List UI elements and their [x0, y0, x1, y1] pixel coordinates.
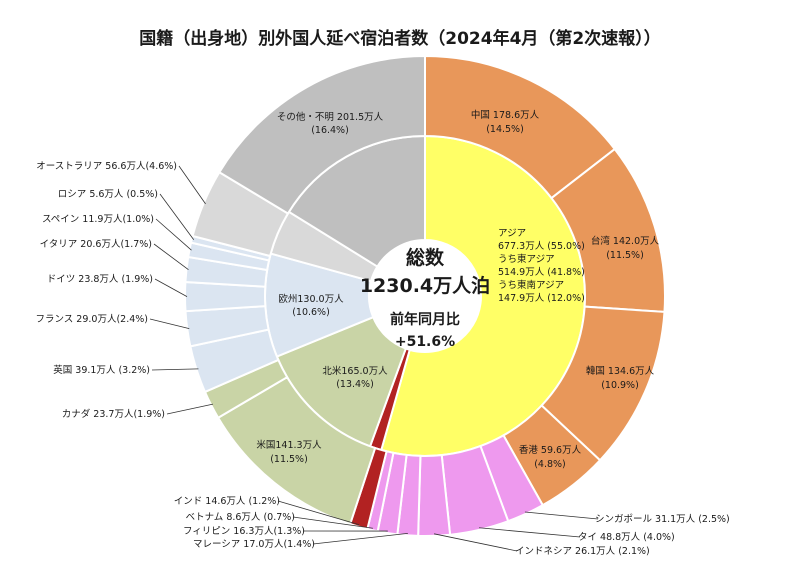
inner-label-asia-5: 147.9万人 (12.0%) — [498, 293, 585, 304]
inner-label-other-1: (16.4%) — [311, 125, 349, 136]
leader-canada — [166, 403, 214, 415]
rings-group — [184, 54, 666, 537]
leader-australia — [178, 165, 206, 205]
inner-label-namerica-1: (13.4%) — [336, 379, 374, 390]
center-yoy-value: +51.6% — [395, 334, 455, 350]
outer-label-china: 中国 178.6万人 — [471, 109, 540, 121]
outer-label-korea: 韓国 134.6万人 — [586, 366, 655, 377]
inner-label-asia-1: 677.3万人 (55.0%) — [498, 241, 585, 252]
leader-germany — [154, 278, 188, 297]
center-total-value: 1230.4万人泊 — [360, 275, 490, 297]
leader-vietnam — [292, 516, 373, 529]
outer-label-taiwan: 台湾 142.0万人 — [591, 235, 660, 247]
leader-india — [277, 500, 360, 526]
leader-lines — [149, 165, 599, 552]
inner-label-asia-3: 514.9万人 (41.8%) — [498, 267, 585, 278]
outer-label-uk: 英国 39.1万人 (3.2%) — [53, 364, 150, 376]
leader-france — [149, 318, 190, 329]
center-hole — [369, 240, 481, 352]
outer-label-malaysia: マレーシア 17.0万人(1.4%) — [193, 539, 315, 550]
leader-singapore — [524, 511, 599, 520]
outer-label-australia: オーストラリア 56.6万人(4.6%) — [36, 161, 177, 172]
outer-label-indonesia: インドネシア 26.1万人 (2.1%) — [515, 546, 650, 557]
inner-label-other-0: その他・不明 201.5万人 — [277, 111, 384, 123]
outer-label-usa: 米国141.3万人 — [256, 439, 322, 451]
inner-label-europe-1: (10.6%) — [292, 307, 330, 318]
outer-label-spain: スペイン 11.9万人(1.0%) — [42, 214, 154, 225]
leader-thailand — [479, 527, 581, 538]
outer-label-russia: ロシア 5.6万人 (0.5%) — [58, 189, 158, 200]
leader-malaysia — [312, 532, 408, 545]
leader-russia — [159, 193, 195, 241]
outer-label-india: インド 14.6万人 (1.2%) — [174, 496, 280, 507]
inner-label-asia-4: うち東南アジア — [498, 279, 564, 291]
outer-label-canada: カナダ 23.7万人(1.9%) — [62, 408, 165, 420]
outer-label2-taiwan: (11.5%) — [606, 250, 644, 261]
center-yoy-label: 前年同月比 — [390, 311, 460, 328]
center-total-label: 総数 — [406, 246, 445, 269]
chart-title: 国籍（出身地）別外国人延べ宿泊者数（2024年4月（第2次速報）） — [139, 28, 660, 49]
outer-label-singapore: シンガポール 31.1万人 (2.5%) — [595, 514, 730, 525]
leader-italy — [153, 243, 189, 271]
outer-label-philippines: フィリピン 16.3万人(1.3%) — [183, 526, 305, 537]
inner-label-asia-0: アジア — [498, 228, 526, 239]
outer-label-thailand: タイ 48.8万人 (4.0%) — [578, 532, 675, 543]
outer-label-hongkong: 香港 59.6万人 — [519, 444, 582, 456]
leader-spain — [155, 218, 192, 251]
outer-label-france: フランス 29.0万人(2.4%) — [35, 314, 148, 325]
labels-group: アジア 677.3万人 (55.0%)うち東アジア 514.9万人 (41.8%)う… — [35, 109, 729, 557]
outer-label2-usa: (11.5%) — [270, 454, 308, 465]
outer-label2-korea: (10.9%) — [601, 380, 639, 391]
outer-label-germany: ドイツ 23.8万人 (1.9%) — [47, 274, 153, 285]
outer-label2-hongkong: (4.8%) — [534, 459, 566, 470]
outer-slice-other — [218, 54, 426, 215]
leader-indonesia — [433, 533, 518, 552]
outer-label2-china: (14.5%) — [486, 124, 524, 135]
outer-label-vietnam: ベトナム 8.6万人 (0.7%) — [186, 512, 295, 523]
leader-uk — [151, 368, 199, 371]
inner-label-europe-0: 欧州130.0万人 — [278, 293, 344, 305]
inner-label-namerica-0: 北米165.0万人 — [322, 365, 388, 377]
outer-label-italy: イタリア 20.6万人(1.7%) — [40, 239, 152, 250]
inner-label-asia-2: うち東アジア — [498, 253, 555, 265]
